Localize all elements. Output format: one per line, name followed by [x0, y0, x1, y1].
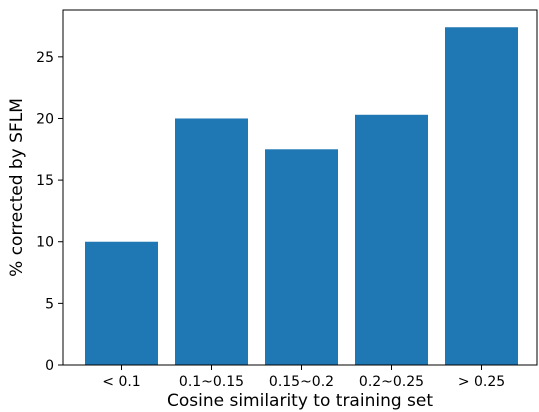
bar-4	[445, 27, 518, 365]
y-tick-label: 20	[36, 111, 54, 127]
bar-3	[355, 114, 428, 365]
x-tick-label: 0.15~0.2	[269, 374, 334, 390]
plot-frame	[62, 9, 538, 366]
y-tick-label: 0	[45, 358, 54, 374]
y-tick-label: 25	[36, 50, 54, 66]
x-tick-label: 0.2~0.25	[359, 374, 424, 390]
bar-2	[265, 149, 338, 365]
y-axis-ticks: 0 5 10 15 20 25	[36, 50, 63, 374]
x-tick-label: > 0.25	[458, 374, 505, 390]
y-tick-label: 10	[36, 235, 54, 251]
y-tick-label: 15	[36, 173, 54, 189]
x-tick-label: < 0.1	[102, 374, 140, 390]
bar-1	[175, 118, 248, 365]
x-tick-label: 0.1~0.15	[179, 374, 244, 390]
x-axis-ticks: < 0.1 0.1~0.15 0.15~0.2 0.2~0.25 > 0.25	[102, 365, 505, 390]
y-tick-label: 5	[45, 296, 54, 312]
bars-group	[85, 27, 518, 365]
bar-0	[85, 241, 158, 365]
y-axis-label: % corrected by SFLM	[7, 98, 27, 277]
x-axis-label: Cosine similarity to training set	[167, 391, 433, 411]
